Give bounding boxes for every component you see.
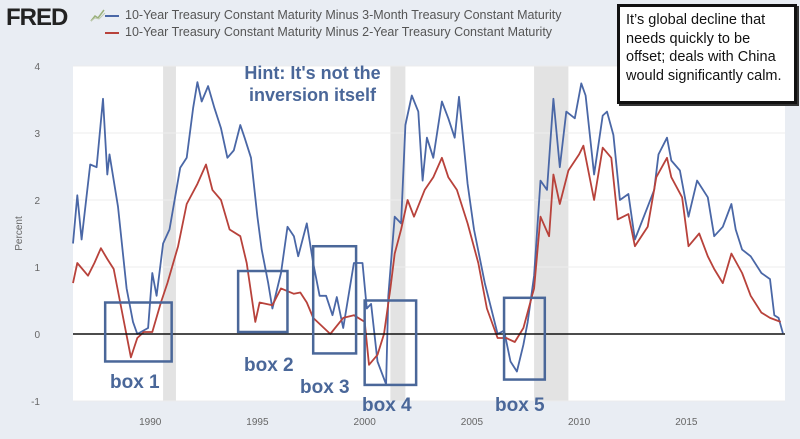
recession-band <box>163 66 176 401</box>
x-tick-label: 1995 <box>246 417 269 428</box>
y-tick-label: 4 <box>34 62 40 73</box>
x-tick-label: 2005 <box>461 417 484 428</box>
x-tick-label: 2015 <box>675 417 698 428</box>
legend-label: 10-Year Treasury Constant Maturity Minus… <box>125 25 553 39</box>
y-tick-label: -1 <box>31 397 40 408</box>
legend-item[interactable]: 10-Year Treasury Constant Maturity Minus… <box>105 24 562 41</box>
hint-annotation: Hint: It's not the inversion itself <box>244 63 381 105</box>
series-line-2 <box>72 144 782 366</box>
callout-annotation: It’s global decline that needs quickly t… <box>617 4 797 104</box>
annotation-box-2 <box>236 269 289 334</box>
x-tick-label: 2010 <box>568 417 591 428</box>
y-tick-label: 0 <box>34 330 40 341</box>
box-label-1: box 1 <box>110 372 160 393</box>
chart-logo-icon <box>90 9 106 22</box>
y-tick-label: 2 <box>34 196 40 207</box>
y-tick-label: 3 <box>34 129 40 140</box>
legend-swatch-red <box>105 31 119 34</box>
box-label-4: box 4 <box>362 395 412 416</box>
annotation-box-1 <box>103 301 173 363</box>
y-tick-label: 1 <box>34 263 40 274</box>
fred-logo[interactable]: FRED <box>6 4 68 31</box>
y-axis-label: Percent <box>14 216 25 251</box>
legend: 10-Year Treasury Constant Maturity Minus… <box>105 7 562 41</box>
legend-swatch-blue <box>105 14 119 17</box>
legend-item[interactable]: 10-Year Treasury Constant Maturity Minus… <box>105 7 562 24</box>
recession-band <box>390 66 406 401</box>
x-tick-label: 2000 <box>354 417 377 428</box>
annotation-box-5 <box>502 296 547 381</box>
box-label-2: box 2 <box>244 355 294 376</box>
annotation-box-4 <box>363 299 418 387</box>
legend-label: 10-Year Treasury Constant Maturity Minus… <box>125 8 562 22</box>
x-tick-label: 1990 <box>139 417 162 428</box>
box-label-5: box 5 <box>495 395 545 416</box>
box-label-3: box 3 <box>300 377 350 398</box>
annotation-box-3 <box>311 244 358 355</box>
